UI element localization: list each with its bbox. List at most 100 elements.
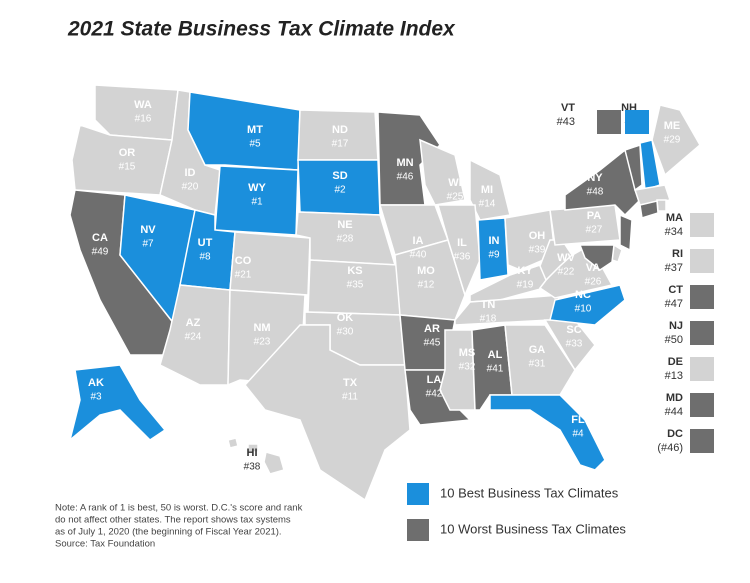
state-abbr: ND (332, 124, 348, 136)
state-swatch (597, 110, 621, 134)
state-abbr: AL (488, 349, 503, 361)
state-rank: #49 (92, 247, 109, 258)
state-labels: WA #16 OR #15 CA #49 NV #7 ID #20 MT #5 WY #1 UT #8 AZ #2… (88, 99, 714, 473)
state-abbr: KS (347, 265, 362, 277)
state-swatch (625, 110, 649, 134)
state-rank: #37 (665, 262, 683, 274)
state-rank: #30 (337, 327, 354, 338)
state-rank: #27 (586, 225, 603, 236)
state-abbr: NE (337, 219, 352, 231)
state-abbr: VT (561, 102, 575, 114)
state-abbr: MA (666, 212, 683, 224)
legend-label: 10 Best Business Tax Climates (440, 485, 619, 500)
state-abbr: NJ (669, 320, 683, 332)
state-rank: #25 (447, 192, 464, 203)
legend: 10 Best Business Tax Climates 10 Worst Bu… (407, 483, 626, 541)
state-rank: #24 (185, 332, 202, 343)
legend-label: 10 Worst Business Tax Climates (440, 521, 626, 536)
state-abbr: RI (672, 248, 683, 260)
state-abbr: PA (587, 210, 602, 222)
state-rank: #18 (480, 314, 497, 325)
state-abbr: SC (566, 324, 581, 336)
state-rank: #39 (529, 245, 546, 256)
state-rank: #32 (459, 362, 476, 373)
state-rank: #7 (142, 239, 154, 250)
state-abbr: KY (517, 265, 533, 277)
state-abbr: HI (247, 447, 258, 459)
state-abbr: IL (457, 237, 467, 249)
state-rank: #16 (135, 114, 152, 125)
states (68, 84, 701, 502)
state-rank: #10 (575, 304, 592, 315)
note-line: Note: A rank of 1 is best, 50 is worst. … (55, 503, 303, 514)
state-rank: #19 (517, 280, 534, 291)
state-rank: #8 (199, 252, 211, 263)
legend-swatch (407, 519, 429, 541)
state-shape (624, 143, 643, 192)
state-abbr: LA (427, 374, 442, 386)
state-rank: #46 (397, 172, 414, 183)
state-swatch (690, 357, 714, 381)
state-shape (651, 104, 701, 177)
state-abbr: SD (332, 170, 347, 182)
state-rank: #38 (244, 462, 261, 473)
state-shape (68, 364, 167, 443)
state-rank: #12 (418, 280, 435, 291)
state-rank: #45 (424, 338, 441, 349)
state-abbr: TN (481, 299, 496, 311)
state-abbr: DC (667, 428, 683, 440)
state-rank: #40 (410, 250, 427, 261)
state-rank: #2 (334, 185, 346, 196)
state-shape (639, 200, 659, 219)
state-abbr: NC (575, 289, 591, 301)
state-shape (549, 284, 626, 326)
state-shape (477, 217, 509, 281)
state-abbr: DE (668, 356, 683, 368)
state-shape (227, 437, 239, 449)
state-rank: #20 (182, 182, 199, 193)
state-rank: #11 (342, 392, 358, 403)
state-rank: #48 (587, 187, 604, 198)
map-title: 2021 State Business Tax Climate Index (67, 18, 456, 41)
state-rank: #4 (572, 429, 584, 440)
state-rank: #23 (254, 337, 271, 348)
state-shape (504, 324, 576, 396)
state-shape (263, 451, 285, 475)
state-abbr: FL (571, 414, 585, 426)
state-abbr: WY (248, 182, 266, 194)
state-abbr: TX (343, 377, 358, 389)
note-line: as of July 1, 2020 (the beginning of Fis… (55, 527, 282, 538)
state-abbr: NV (140, 224, 156, 236)
state-rank: #9 (488, 250, 500, 261)
state-abbr: MT (247, 124, 263, 136)
state-abbr: VA (586, 262, 601, 274)
state-swatch (690, 393, 714, 417)
state-rank: #21 (235, 270, 252, 281)
state-shape (394, 239, 466, 321)
state-rank: #35 (347, 280, 364, 291)
state-rank: #28 (337, 234, 354, 245)
state-rank: #47 (665, 298, 683, 310)
state-shape (504, 209, 556, 271)
state-rank: #44 (665, 406, 683, 418)
note: Note: A rank of 1 is best, 50 is worst. … (55, 503, 303, 550)
state-shape (564, 148, 641, 217)
state-rank: #29 (664, 135, 681, 146)
state-abbr: AZ (186, 317, 201, 329)
state-abbr: MO (417, 265, 435, 277)
state-rank: #17 (332, 139, 349, 150)
state-abbr: WV (557, 252, 575, 264)
state-rank: #22 (558, 267, 575, 278)
state-abbr: MS (459, 347, 476, 359)
state-abbr: WI (448, 177, 461, 189)
state-swatch (690, 429, 714, 453)
state-shape (419, 138, 466, 206)
state-abbr: IN (489, 235, 500, 247)
state-shape (489, 394, 606, 471)
state-shape (469, 158, 511, 221)
state-abbr: OK (337, 312, 354, 324)
state-rank: #43 (557, 116, 575, 128)
state-rank: #41 (487, 364, 504, 375)
